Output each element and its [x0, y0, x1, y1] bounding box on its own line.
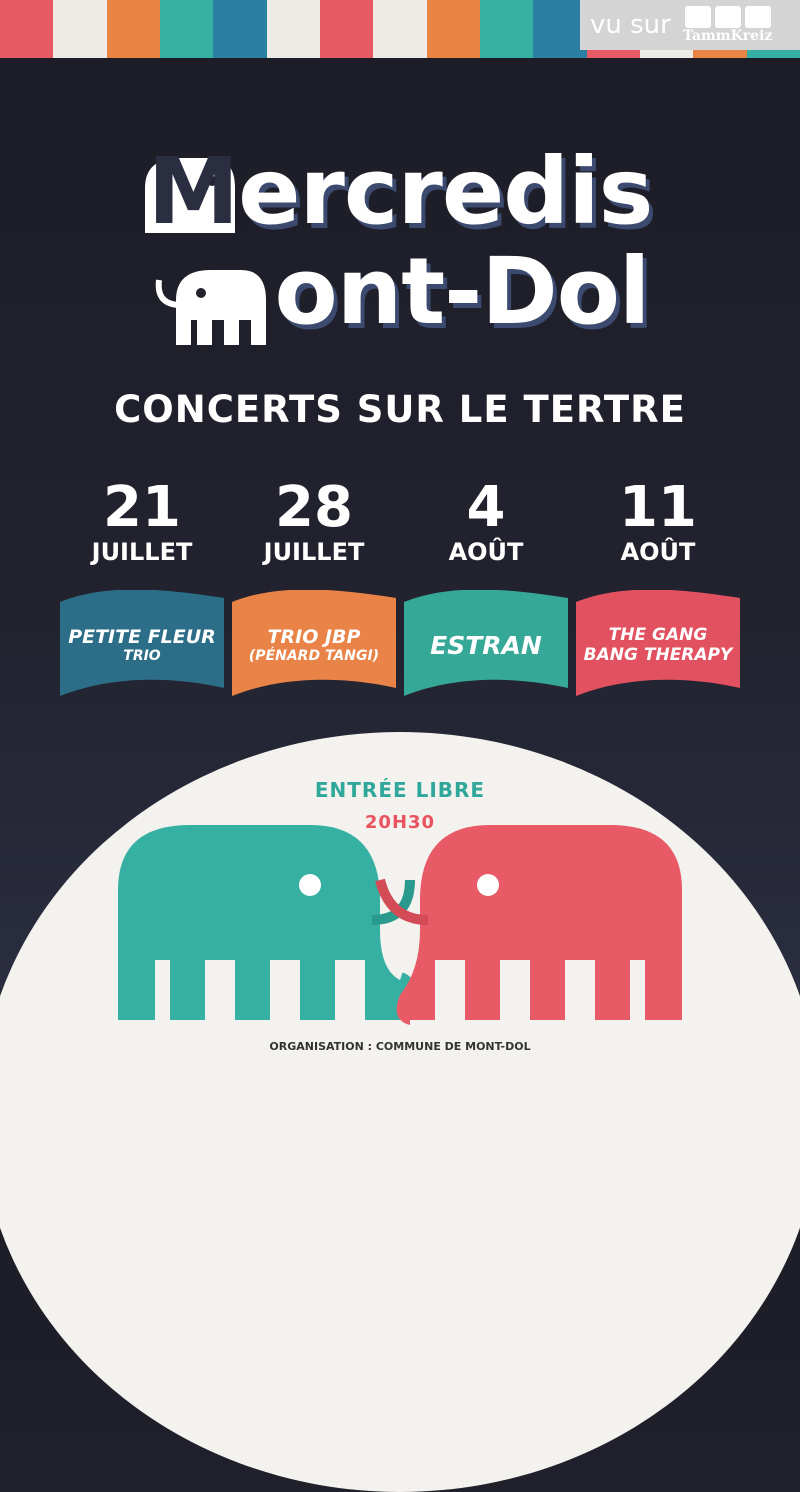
tammkreiz-logo-icon	[684, 6, 771, 28]
color-tile	[53, 0, 107, 58]
band-sub: (PÉNARD TANGI)	[248, 648, 380, 664]
band-flags: PETITE FLEUR TRIO TRIO JBP (PÉNARD TANGI) …	[60, 590, 740, 700]
elephant-m-icon	[155, 270, 266, 345]
band-sub: TRIO	[123, 648, 161, 664]
band-flag-1: PETITE FLEUR TRIO	[60, 590, 224, 700]
month: JUILLET	[263, 538, 365, 566]
band-name: TRIO JBP	[267, 626, 361, 648]
color-tile	[159, 0, 214, 58]
dates: 21 JUILLET 28 JUILLET 4 AOÛT 11 AOÛT	[56, 475, 744, 567]
teal-elephant-icon	[118, 825, 415, 1020]
title-text-2: ont-Dol	[274, 238, 651, 345]
red-elephant-icon	[375, 825, 682, 1025]
band-flag-2: TRIO JBP (PÉNARD TANGI)	[232, 590, 396, 700]
month: AOÛT	[448, 538, 524, 566]
day: 21	[103, 475, 181, 540]
title-line-1: Mercredis	[0, 138, 800, 245]
month: AOÛT	[620, 538, 696, 566]
month: JUILLET	[91, 538, 193, 566]
band-flag-3: ESTRAN	[404, 590, 568, 700]
badge-text: vu sur	[590, 10, 671, 40]
band-flag-4: THE GANG BANG THERAPY	[576, 590, 740, 700]
subtitle: CONCERTS SUR LE TERTRE	[114, 388, 686, 431]
entry-text: ENTRÉE LIBRE	[314, 778, 486, 802]
band-name: PETITE FLEUR	[68, 626, 216, 648]
entry-info: ENTRÉE LIBRE 20H30	[0, 778, 800, 833]
color-tile	[479, 0, 534, 58]
date-1: 21 JUILLET	[56, 475, 228, 567]
title-text-1: Mercredis	[147, 138, 654, 245]
color-tile	[533, 0, 587, 58]
color-tile	[0, 0, 54, 58]
badge-brand: TammKreiz	[682, 28, 773, 44]
time-text: 20H30	[364, 812, 436, 833]
date-2: 28 JUILLET	[228, 475, 400, 567]
color-tile	[426, 0, 480, 58]
color-tile	[319, 0, 374, 58]
title-1-wrap: Mercredis	[144, 138, 654, 245]
tammkreiz-badge[interactable]: vu sur TammKreiz	[580, 0, 800, 50]
elephant-m-icon	[144, 158, 235, 233]
color-tile	[266, 0, 320, 58]
date-4: 11 AOÛT	[572, 475, 744, 567]
organisation: ORGANISATION : COMMUNE DE MONT-DOL	[269, 1040, 531, 1053]
day: 28	[275, 475, 353, 540]
date-3: 4 AOÛT	[400, 475, 572, 567]
band-name: THE GANG	[608, 625, 708, 645]
elephants-illustration	[118, 825, 682, 1025]
band-sub: BANG THERAPY	[583, 645, 733, 665]
day: 4	[466, 475, 506, 540]
title-line-2: ont-Dol	[0, 238, 800, 345]
day: 11	[619, 475, 697, 540]
color-tile	[373, 0, 427, 58]
color-tile	[106, 0, 160, 58]
color-tile	[213, 0, 267, 58]
band-name: ESTRAN	[430, 630, 542, 660]
